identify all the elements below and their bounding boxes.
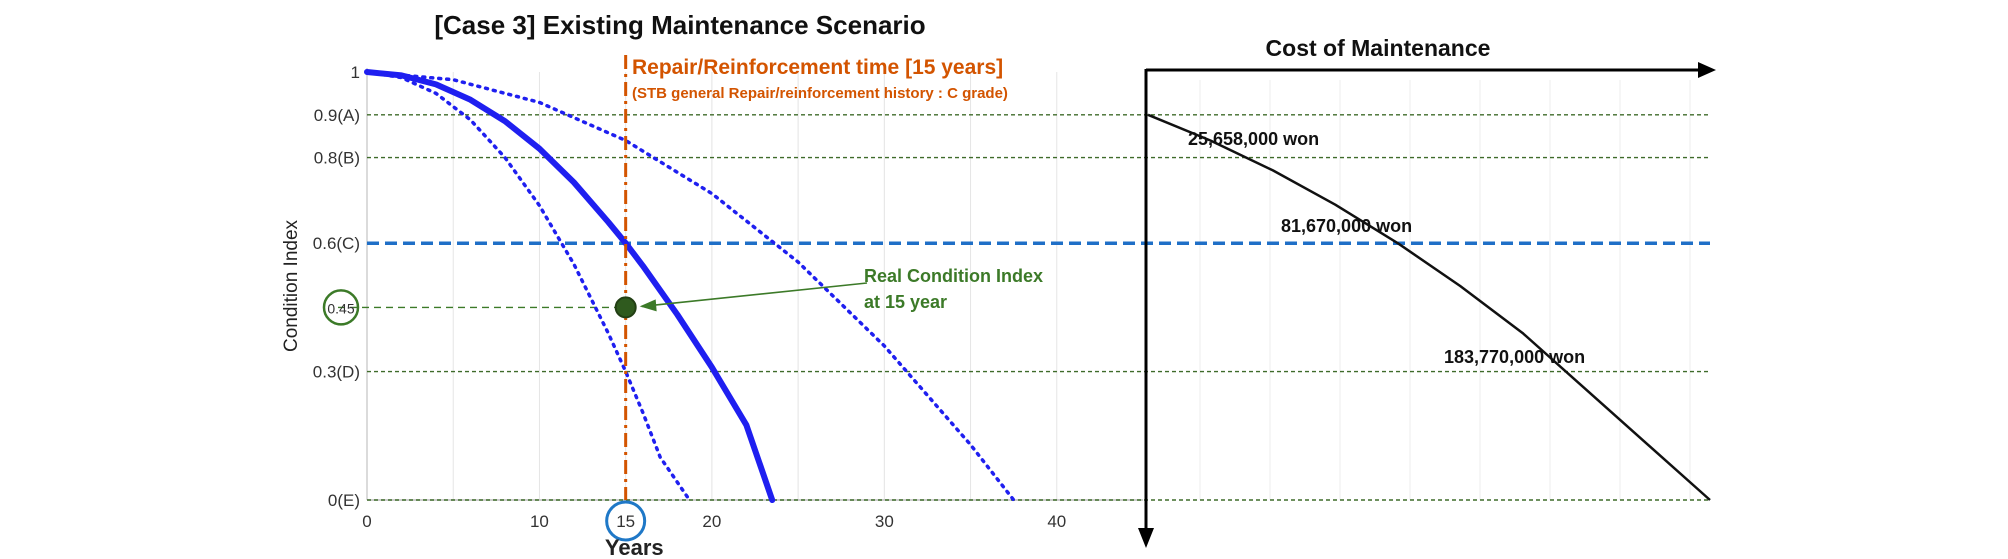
- x-tick-label: 40: [1047, 512, 1066, 531]
- y-tick-label: 0.45: [327, 300, 354, 316]
- condition-curve-main: [364, 69, 776, 503]
- cost-annotation: 183,770,000 won: [1444, 347, 1585, 367]
- x-tick-label: 30: [875, 512, 894, 531]
- grade-lines: [338, 114, 1710, 501]
- real-index-circle: [322, 289, 360, 326]
- chart-title: [Case 3] Existing Maintenance Scenario: [434, 10, 925, 40]
- y-tick-label: 1: [351, 63, 360, 82]
- y-axis-label: Condition Index: [281, 219, 302, 352]
- x-axis-label: Years: [605, 535, 664, 559]
- x-tick-label: 10: [530, 512, 549, 531]
- cost-axis-arrowhead-down: [1138, 528, 1154, 548]
- cost-annotation: 25,658,000 won: [1188, 129, 1319, 149]
- real-condition-arrow: [641, 282, 868, 308]
- x-tick-label: 15: [616, 512, 635, 531]
- condition-curve-bound: [365, 70, 1016, 502]
- x-tick-label: 20: [702, 512, 721, 531]
- x-tick-highlight-circle: [605, 500, 647, 542]
- real-condition-point: [614, 296, 637, 319]
- real-condition-label-2: at 15 year: [864, 292, 947, 312]
- condition-curve-bound: [365, 70, 692, 502]
- y-tick-label: 0.9(A): [314, 106, 360, 125]
- y-tick-label: 0(E): [328, 491, 360, 510]
- condition-curves: [364, 55, 1016, 503]
- repair-time-sublabel: (STB general Repair/reinforcement histor…: [632, 85, 1008, 102]
- cost-panel-title: Cost of Maintenance: [1266, 35, 1491, 61]
- real-condition-arrowhead: [639, 299, 657, 312]
- real-condition-label-1: Real Condition Index: [864, 266, 1043, 286]
- cost-annotation: 81,670,000 won: [1281, 216, 1412, 236]
- x-tick-label: 0: [362, 512, 371, 531]
- repair-time-label: Repair/Reinforcement time [15 years]: [632, 56, 1003, 79]
- cost-panel: Cost of Maintenance 25,658,000 won 81,670,…: [1138, 35, 1716, 548]
- cost-axis-arrowhead-right: [1698, 62, 1716, 78]
- chart-labels: 1 0.9(A) 0.8(B) 0.6(C) 0.45 0.3(D) 0(E)0 10 15 20…: [281, 10, 1066, 559]
- cost-curve: [1147, 113, 1711, 501]
- y-tick-label: 0.3(D): [313, 363, 360, 382]
- y-tick-label: 0.6(C): [313, 234, 360, 253]
- y-tick-label: 0.8(B): [314, 149, 360, 168]
